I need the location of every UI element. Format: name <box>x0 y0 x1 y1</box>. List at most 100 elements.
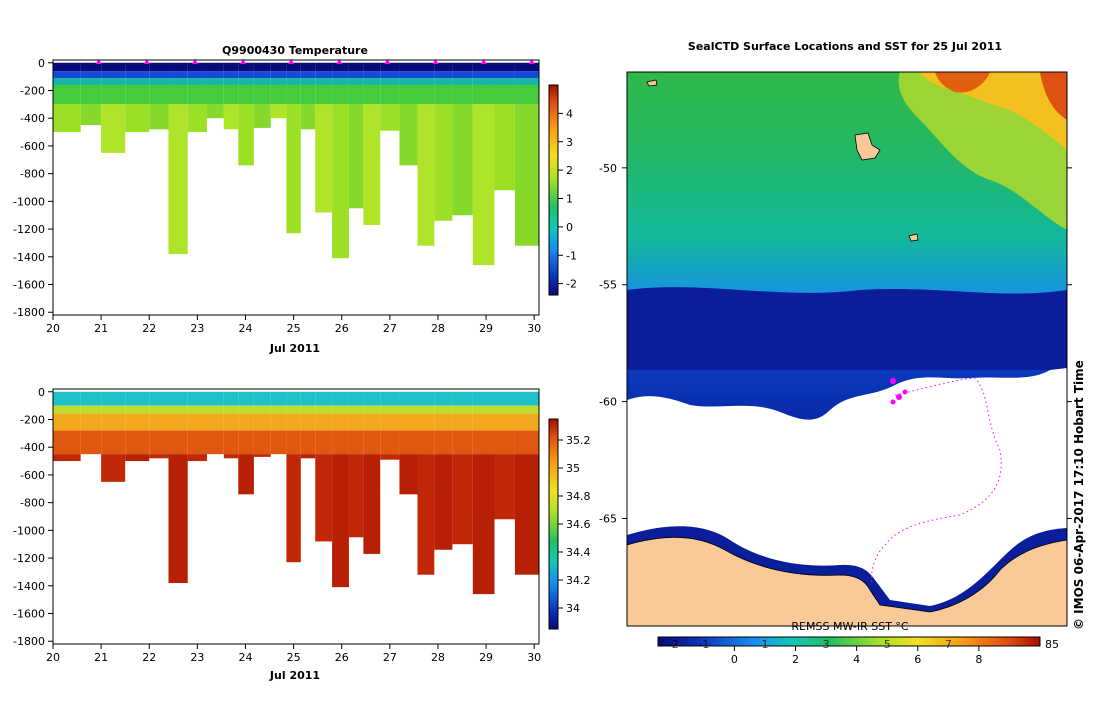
layer-deep <box>399 104 418 166</box>
map-colorbar-clipped-label: 3 <box>823 638 830 651</box>
x-tick-label: 20 <box>46 651 60 664</box>
y-tick-label: 0 <box>38 386 45 399</box>
profile-column <box>434 391 453 550</box>
layer-surface <box>332 391 349 406</box>
x-tick-label: 28 <box>431 651 445 664</box>
seal-location <box>890 378 896 384</box>
layer-halocline <box>472 405 495 414</box>
layer-mid <box>452 430 473 455</box>
layer-deep <box>125 104 150 133</box>
layer-mid <box>300 430 316 455</box>
layer-mid <box>101 430 126 455</box>
map-colorbar <box>657 636 1041 647</box>
profile-column <box>223 62 239 130</box>
layer-surface <box>125 391 150 406</box>
panel-2-colorbar <box>548 418 559 630</box>
layer-mid <box>149 78 169 85</box>
layer-thermocline <box>168 71 188 79</box>
layer-deep <box>332 104 349 259</box>
layer-thermocline <box>380 71 400 79</box>
colorbar-tick-label: 34.8 <box>566 490 591 503</box>
layer-mid <box>168 78 188 85</box>
layer-mid <box>238 78 254 85</box>
panel-2-profiles <box>53 391 539 595</box>
layer-thermocline <box>315 71 333 79</box>
profile-column <box>253 62 271 128</box>
layer-mid <box>514 78 539 85</box>
layer-upper <box>399 84 418 105</box>
layer-thermocline <box>363 71 381 79</box>
layer-deep <box>270 104 287 119</box>
layer-surface <box>238 391 254 406</box>
layer-deep <box>380 104 400 131</box>
x-tick-label: 21 <box>94 322 108 335</box>
layer-halocline <box>399 405 418 414</box>
surface-marker <box>240 59 247 64</box>
panel-1-frame <box>52 59 540 316</box>
layer-surface <box>206 391 224 406</box>
surface-marker <box>480 59 487 64</box>
layer-mid <box>417 430 435 455</box>
layer-mid <box>238 430 254 455</box>
map-colorbar-clipped-label: -2 <box>668 638 679 651</box>
layer-halocline <box>452 405 473 414</box>
map-lat-tick-label: -65 <box>599 512 617 525</box>
layer-mid <box>363 78 381 85</box>
panel-1-colorbar-ticks: -2 -1 0 1 2 3 4 <box>558 107 577 291</box>
layer-mid <box>187 430 207 455</box>
panel-1-surface-markers <box>95 59 535 64</box>
layer-halocline <box>315 405 333 414</box>
seal-track <box>871 377 1002 586</box>
seal-location <box>896 394 902 400</box>
y-tick-label: -200 <box>20 413 45 426</box>
layer-upper <box>125 413 150 431</box>
layer-deep <box>238 104 254 166</box>
map-colorbar-tick-label: 8 <box>975 653 982 666</box>
y-tick-label: -1800 <box>13 306 45 319</box>
map-colorbar-tick-label: 4 <box>853 653 860 666</box>
layer-deep <box>168 454 188 584</box>
profile-column <box>270 391 287 455</box>
seal-location <box>890 399 896 405</box>
y-tick-label: -1200 <box>13 223 45 236</box>
x-tick-label: 29 <box>479 651 493 664</box>
layer-mid <box>270 78 287 85</box>
profile-column <box>53 391 81 462</box>
layer-upper <box>494 413 515 431</box>
layer-upper <box>315 413 333 431</box>
layer-deep <box>223 454 239 459</box>
x-tick-label: 22 <box>142 322 156 335</box>
layer-surface <box>168 391 188 406</box>
profile-column <box>399 62 418 166</box>
layer-mid <box>380 430 400 455</box>
layer-surface <box>332 62 349 72</box>
y-tick-label: -1800 <box>13 635 45 648</box>
layer-upper <box>399 413 418 431</box>
colorbar-tick-label: 3 <box>566 136 573 149</box>
layer-upper <box>253 84 271 105</box>
surface-marker <box>528 59 535 64</box>
colorbar-tick-label: 1 <box>566 193 573 206</box>
layer-mid <box>253 430 271 455</box>
x-tick-label: 27 <box>383 651 397 664</box>
surface-marker <box>336 59 343 64</box>
layer-upper <box>286 413 301 431</box>
layer-surface <box>149 62 169 72</box>
layer-upper <box>472 413 495 431</box>
y-tick-label: 0 <box>38 57 45 70</box>
layer-deep <box>101 104 126 153</box>
layer-deep <box>348 104 364 209</box>
panel-2-y-axis: 0 -200 -400 -600 -800 -1000 -1200 -1400 -1600 -18… <box>13 386 53 648</box>
layer-halocline <box>494 405 515 414</box>
layer-mid <box>270 430 287 455</box>
layer-deep <box>253 454 271 457</box>
layer-deep <box>238 454 254 495</box>
layer-halocline <box>253 405 271 414</box>
layer-halocline <box>238 405 254 414</box>
profile-column <box>494 391 515 520</box>
y-tick-label: -1600 <box>13 608 45 621</box>
layer-thermocline <box>434 71 453 79</box>
layer-surface <box>270 62 287 72</box>
layer-mid <box>514 430 539 455</box>
